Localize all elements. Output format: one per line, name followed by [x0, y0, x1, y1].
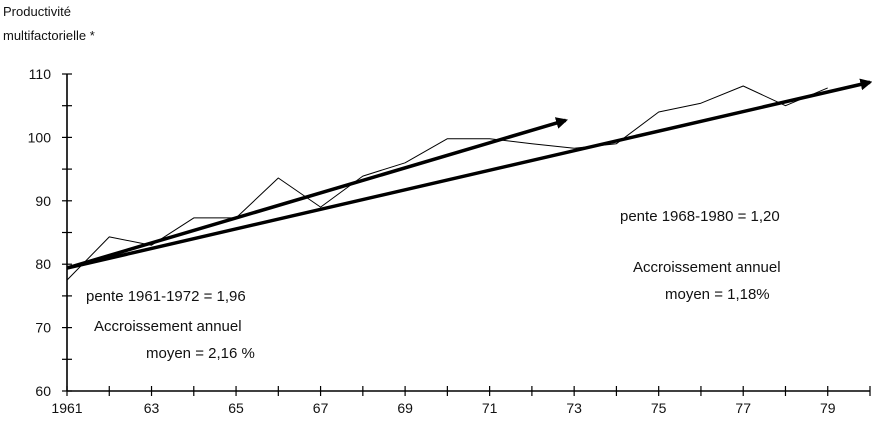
- trend-1-label-line-2: Accroissement annuel: [94, 318, 242, 335]
- x-tick-label: 69: [397, 400, 413, 416]
- y-axis-label-line-2: multifactorielle *: [3, 28, 95, 43]
- y-tick-label: 70: [35, 320, 51, 336]
- series-line-1: [66, 85, 828, 281]
- trend-arrow-2: [66, 78, 872, 270]
- x-tick-label: 71: [482, 400, 498, 416]
- x-ticks: 1961 63 65 67 69 71 73 75 77 79: [51, 386, 871, 416]
- y-tick-label: 60: [35, 383, 51, 399]
- trend-1-label-line-3: moyen = 2,16 %: [146, 345, 255, 362]
- trend-layer: [66, 78, 872, 270]
- x-tick-label: 79: [820, 400, 836, 416]
- y-tick-label: 110: [29, 66, 52, 82]
- y-tick-label: 80: [35, 256, 51, 272]
- y-axis-label-line-1: Productivité: [3, 4, 71, 19]
- y-tick-label: 90: [35, 193, 51, 209]
- x-tick-label: 65: [228, 400, 244, 416]
- x-tick-label: 67: [313, 400, 329, 416]
- x-tick-label: 1961: [51, 400, 82, 416]
- x-tick-label: 77: [735, 400, 751, 416]
- y-tick-label: 100: [28, 129, 52, 145]
- trend-1-label-line-1: pente 1961-1972 = 1,96: [86, 288, 246, 305]
- x-tick-label: 63: [144, 400, 160, 416]
- trend-2-label-line-1: pente 1968-1980 = 1,20: [620, 208, 780, 225]
- x-tick-label: 73: [566, 400, 582, 416]
- y-ticks: 60 70 80 90 100 110: [28, 66, 72, 399]
- trend-arrow-1: [66, 117, 568, 270]
- trend-2-label-line-3: moyen = 1,18%: [665, 286, 770, 303]
- trend-2-label-line-2: Accroissement annuel: [633, 259, 781, 276]
- x-tick-label: 75: [651, 400, 667, 416]
- series-layer: [66, 85, 828, 281]
